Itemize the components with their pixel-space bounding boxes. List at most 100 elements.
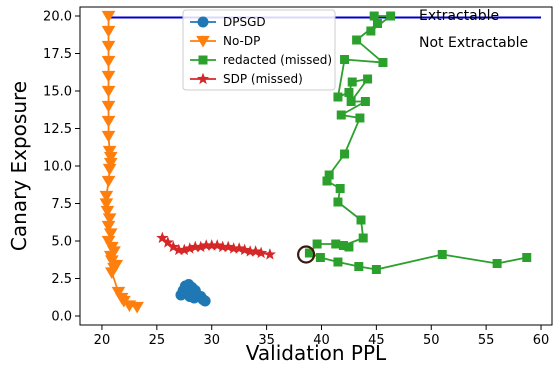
data-point-redacted-missed	[363, 74, 373, 84]
data-point-no-dp	[101, 235, 116, 248]
y-tick-label: 10.0	[43, 160, 72, 175]
data-point-sdp-missed	[200, 239, 213, 251]
data-point-sdp-missed	[222, 240, 235, 253]
data-point-no-dp	[101, 175, 116, 188]
data-point-sdp-missed	[233, 242, 246, 254]
data-point-sdp-missed	[238, 243, 251, 256]
data-point-redacted-missed	[358, 233, 368, 243]
data-point-redacted-missed	[354, 262, 364, 271]
data-point-redacted-missed	[333, 197, 343, 207]
data-point-redacted-missed	[522, 253, 532, 262]
data-point-no-dp	[102, 145, 117, 158]
data-point-redacted-missed	[346, 97, 356, 106]
data-point-redacted-missed	[366, 26, 376, 36]
data-point-sdp-missed	[205, 239, 218, 251]
legend-label-redacted-missed: redacted (missed)	[223, 53, 332, 67]
data-point-redacted-missed	[355, 113, 365, 123]
data-point-redacted-missed	[344, 88, 354, 97]
data-point-no-dp	[101, 70, 116, 83]
data-point-sdp-missed	[183, 242, 196, 254]
data-point-redacted-missed	[335, 184, 345, 193]
extractable-label: Extractable	[419, 8, 499, 24]
data-point-sdp-missed	[172, 243, 185, 256]
data-point-no-dp	[101, 115, 116, 128]
legend: DPSGD No-DP redacted (missed) SDP (missed)	[182, 9, 336, 91]
data-point-redacted-missed	[344, 242, 354, 252]
x-tick-label: 35	[258, 333, 275, 348]
data-point-redacted-missed	[340, 55, 350, 64]
data-point-redacted-missed	[333, 92, 343, 102]
data-point-sdp-missed	[244, 245, 257, 257]
x-tick-label: 55	[478, 333, 495, 348]
data-point-no-dp	[101, 10, 116, 23]
data-point-sdp-missed	[255, 246, 268, 259]
data-point-sdp-missed	[211, 239, 224, 251]
series-sdp-missed	[156, 231, 276, 260]
data-point-redacted-missed	[304, 248, 314, 258]
x-tick-label: 50	[423, 333, 440, 348]
data-point-dpsgd	[199, 295, 211, 307]
highlight-ring	[297, 245, 316, 264]
not-extractable-label: Not Extractable	[419, 35, 528, 51]
data-point-redacted-missed	[331, 239, 341, 249]
data-point-no-dp	[103, 228, 118, 240]
data-point-no-dp	[101, 100, 116, 113]
data-point-sdp-missed	[156, 231, 169, 244]
legend-label-sdp-missed: SDP (missed)	[223, 72, 303, 86]
data-point-redacted-missed	[322, 176, 332, 186]
y-tick-label: 15.0	[43, 85, 72, 100]
data-point-redacted-missed	[492, 259, 502, 268]
data-point-sdp-missed	[161, 236, 174, 248]
data-point-redacted-missed	[360, 97, 370, 106]
data-point-redacted-missed	[333, 257, 343, 267]
axis-ticks: 20 25 30 35 40 45 50 55 60 0.0 2.5 5.0 7.5 10.0 12.5 15…	[43, 10, 549, 349]
series-redacted-missed	[304, 11, 532, 274]
data-point-redacted-missed	[371, 265, 381, 274]
x-tick-label: 20	[94, 333, 111, 348]
x-tick-label: 40	[313, 333, 330, 348]
x-tick-label: 60	[533, 333, 550, 348]
data-point-redacted-missed	[312, 239, 322, 249]
data-point-no-dp	[101, 25, 116, 38]
legend-label-no-dp: No-DP	[223, 34, 260, 48]
data-point-no-dp	[102, 163, 117, 176]
y-tick-label: 5.0	[51, 235, 72, 250]
data-point-no-dp	[105, 267, 119, 279]
data-point-redacted-missed	[378, 58, 388, 67]
data-point-redacted-missed	[372, 19, 382, 28]
y-tick-label: 17.5	[43, 47, 72, 62]
y-tick-label: 2.5	[51, 272, 72, 287]
series-no-dp	[99, 10, 144, 314]
data-point-redacted-missed	[336, 110, 346, 120]
data-point-no-dp	[100, 205, 115, 218]
x-tick-label: 25	[149, 333, 166, 348]
data-point-sdp-missed	[216, 240, 229, 253]
data-point-redacted-missed	[437, 250, 447, 259]
y-tick-label: 20.0	[43, 10, 72, 25]
x-tick-label: 30	[203, 333, 220, 348]
legend-marker-redacted-missed	[198, 55, 208, 65]
data-point-no-dp	[101, 220, 116, 233]
data-point-redacted-missed	[352, 35, 362, 45]
data-point-sdp-missed	[249, 245, 262, 257]
data-point-redacted-missed	[338, 241, 348, 250]
x-axis-title: Validation PPL	[246, 341, 387, 365]
series-dpsgd	[175, 279, 211, 307]
series-layer	[99, 10, 532, 314]
y-tick-label: 7.5	[51, 197, 72, 212]
y-tick-label: 12.5	[43, 122, 72, 137]
data-point-no-dp	[130, 301, 144, 314]
data-point-no-dp	[103, 157, 118, 170]
data-point-no-dp	[101, 130, 116, 143]
data-point-redacted-missed	[386, 11, 396, 21]
data-point-redacted-missed	[347, 77, 357, 87]
data-point-sdp-missed	[194, 240, 207, 253]
data-point-sdp-missed	[263, 248, 276, 260]
data-point-no-dp	[111, 286, 126, 299]
data-point-sdp-missed	[178, 243, 191, 256]
data-point-sdp-missed	[227, 242, 240, 254]
legend-marker-dpsgd	[197, 16, 209, 28]
data-point-redacted-missed	[324, 170, 334, 180]
data-point-no-dp	[103, 151, 118, 164]
